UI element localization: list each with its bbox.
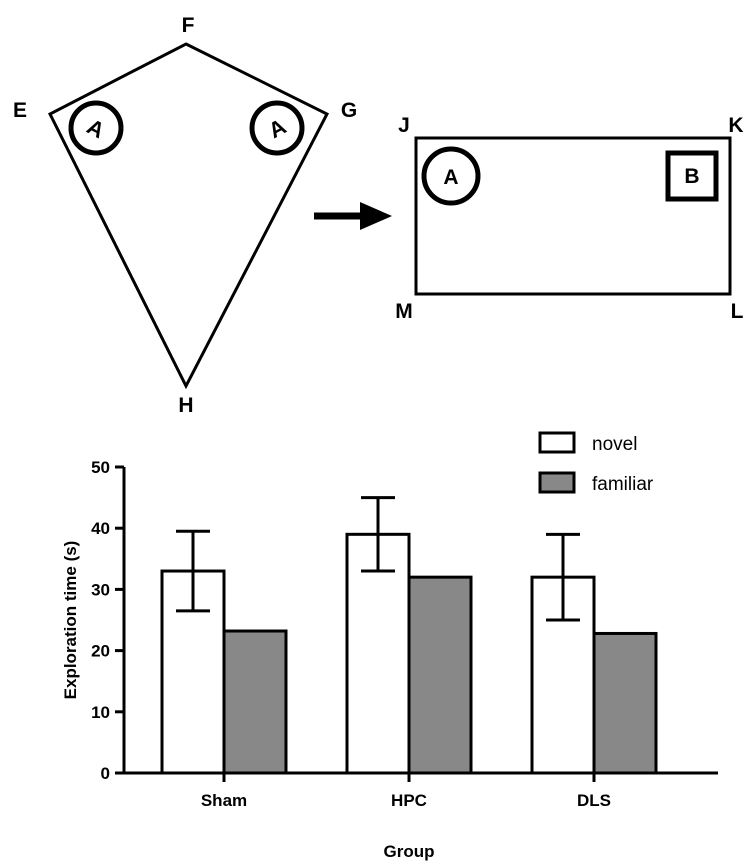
kite-object-circle-right [249,100,305,156]
kite-object-label-right: A [264,114,290,144]
x-tick-label-dls: DLS [577,791,611,810]
vertex-label-H: H [178,394,193,417]
rectangle-arena-outline [414,136,732,296]
vertex-label-G: G [341,99,357,122]
y-axis-title: Exploration time (s) [61,541,80,700]
rect-object-circle [421,146,481,206]
vertex-label-F: F [182,14,195,37]
rect-object-label-b: B [684,165,699,188]
vertex-label-L: L [731,300,744,323]
arrow [314,202,392,230]
kite-object-circle-left [68,100,124,156]
kite-arena-outline [47,42,330,390]
legend-label-novel: novel [592,434,637,455]
y-tick-label: 40 [91,519,110,538]
y-tick-label: 20 [91,642,110,661]
rect-object-label-a: A [443,166,458,189]
vertex-label-J: J [398,114,410,137]
x-axis-title: Group [384,842,435,861]
x-tick-label-hpc: HPC [391,791,427,810]
vertex-label-K: K [728,114,743,137]
kite-arena-diagram: A A F E G H [13,14,357,417]
legend-label-familiar: familiar [592,474,654,495]
bar-chart: 0 10 20 30 40 50 Sham HPC DLS Group Exploration ti… [61,431,718,861]
y-tick-label: 10 [91,703,110,722]
y-tick-label: 0 [101,764,110,783]
legend-swatch-novel [538,431,576,454]
vertex-label-E: E [13,99,27,122]
vertex-label-M: M [395,300,413,323]
y-tick-label: 50 [91,458,110,477]
rect-object-square [665,150,719,202]
legend-swatch-familiar [538,471,576,494]
rectangle-arena-diagram: A B J K M L [395,114,743,323]
bar-familiar-sham [222,629,288,775]
x-tick-label-sham: Sham [201,791,247,810]
y-tick-label: 30 [91,580,110,599]
bar-familiar-dls [592,631,658,775]
bar-familiar-hpc [407,575,473,775]
kite-object-label-left: A [83,114,109,144]
